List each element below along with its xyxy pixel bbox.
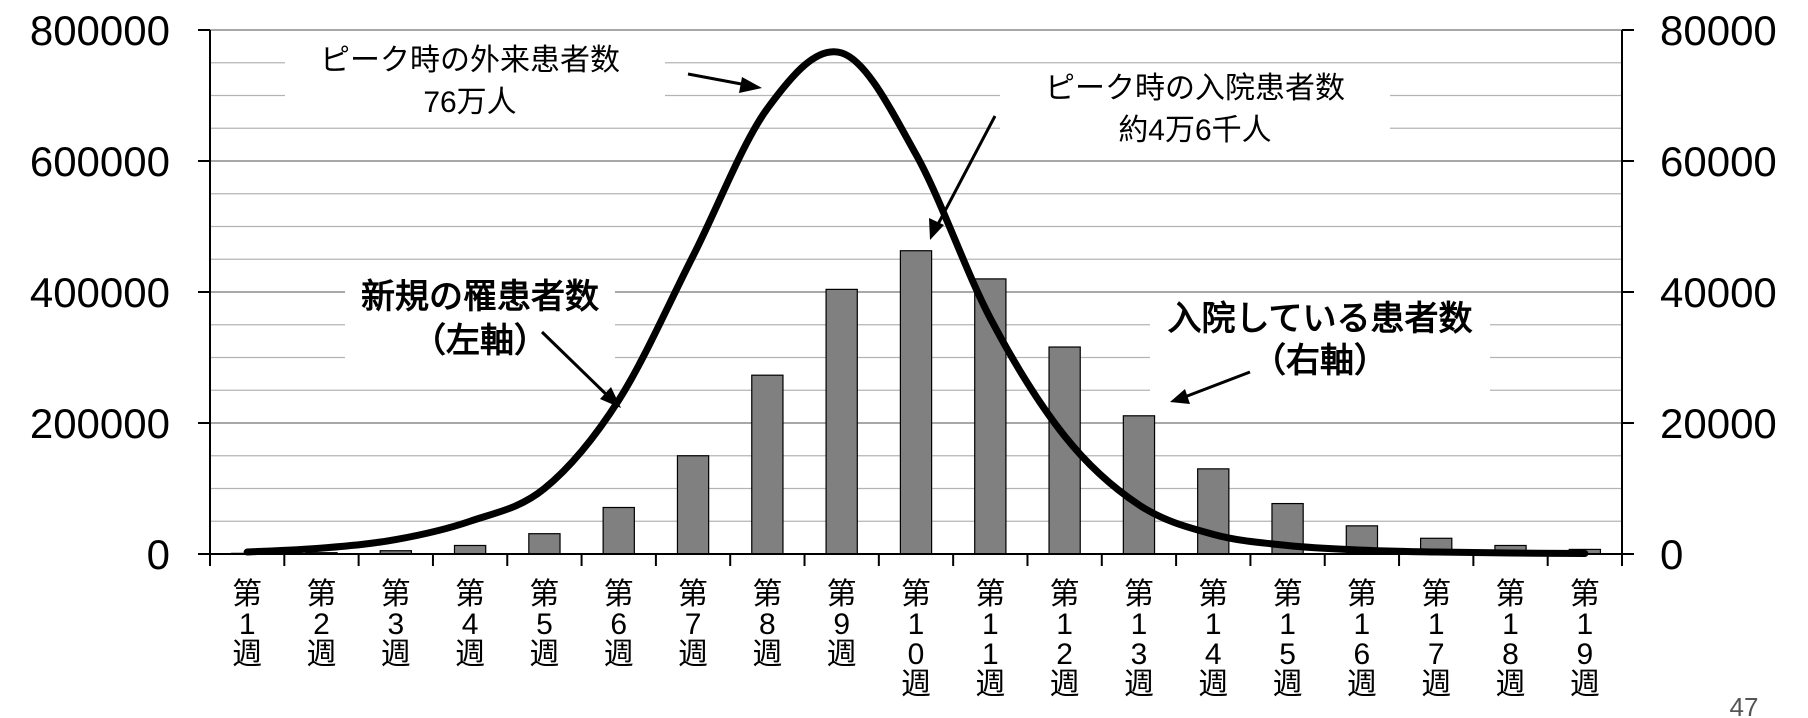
- annotation-peak-inpatient-bg: [1000, 64, 1390, 152]
- arrow-peak-inpatient: [934, 115, 997, 229]
- right-tick-label: 80000: [1660, 7, 1777, 54]
- left-tick-label: 400000: [30, 269, 170, 316]
- right-axis-ticks: 0 20000 40000 60000 80000: [1622, 7, 1777, 578]
- annotation-new-cases-line1: 新規の罹患者数: [361, 278, 599, 316]
- right-tick-label: 20000: [1660, 400, 1777, 447]
- line-new-cases: [243, 48, 1589, 557]
- annotation-inpatients-line2: （右軸）: [1252, 341, 1388, 380]
- arrow-inpatients: [1181, 370, 1251, 400]
- bar: [1197, 468, 1230, 555]
- annotations: ピーク時の外来患者数 76万人 ピーク時の入院患者数 約4万6千人 新規の罹患者…: [285, 36, 1490, 408]
- left-tick-label: 600000: [30, 138, 170, 185]
- page-number: 47: [1730, 692, 1759, 718]
- arrowhead-new-cases: [600, 387, 621, 408]
- right-tick-label: 0: [1660, 531, 1683, 578]
- annotation-peak-inpatient-line1: ピーク時の入院患者数: [1045, 72, 1345, 105]
- bar: [1122, 415, 1156, 555]
- left-tick-label: 800000: [30, 7, 170, 54]
- bar: [825, 288, 858, 555]
- line-series: [243, 48, 1589, 557]
- annotation-peak-outpatient-line2: 76万人: [423, 86, 516, 119]
- arrowhead-inpatients: [1170, 389, 1190, 404]
- bar: [899, 250, 933, 555]
- bar: [528, 533, 561, 555]
- annotation-new-cases-line2: （左軸）: [412, 321, 548, 360]
- left-axis-ticks: 0 200000 400000 600000 800000: [30, 7, 210, 578]
- arrow-new-cases: [540, 330, 614, 402]
- arrowhead-peak-inpatient: [929, 218, 944, 240]
- bar: [602, 506, 635, 555]
- right-tick-label: 60000: [1660, 138, 1777, 185]
- right-tick-label: 40000: [1660, 269, 1777, 316]
- bar: [676, 455, 710, 555]
- x-axis-categories: 第 1 週 第 2 週 第 3 週 第 4 週 第 5 週 第 6 週 第 7 週 第 8 週 第 9 週 第 1 0 週 第 1 1 週 第 1 2 週 第…: [209, 554, 1623, 701]
- arrowhead-peak-outpatient: [739, 77, 762, 93]
- annotation-inpatients-bg: [1150, 296, 1490, 392]
- annotation-inpatients-line1: 入院している患者数: [1168, 299, 1473, 338]
- left-tick-label: 200000: [30, 400, 170, 447]
- annotation-peak-inpatient-line2: 約4万6千人: [1118, 114, 1271, 147]
- annotation-peak-outpatient-bg: [285, 36, 665, 124]
- annotation-new-cases-bg: [345, 272, 615, 368]
- left-tick-label: 0: [147, 531, 170, 578]
- annotation-peak-outpatient-line1: ピーク時の外来患者数: [320, 44, 620, 77]
- bar: [453, 544, 487, 555]
- bar: [751, 374, 784, 555]
